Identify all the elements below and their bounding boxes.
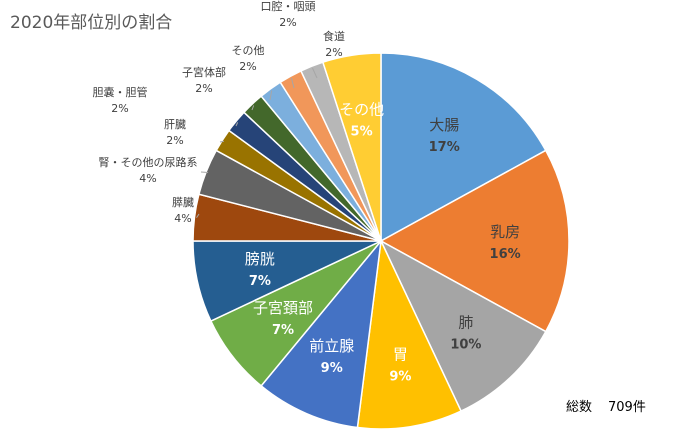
slice-percent-10: 2%: [111, 102, 128, 115]
slice-percent-12: 2%: [239, 60, 256, 73]
leader-lines: [196, 67, 318, 218]
pie-slice-2: [379, 239, 547, 413]
slice-label-12: その他: [232, 44, 265, 57]
leader-line-8: [200, 171, 209, 173]
leader-line-10: [235, 122, 239, 127]
slice-label-14: 食道: [323, 29, 345, 43]
slice-labels: 大腸 17% 乳房 16% 肺 10% 胃 9% 前立腺 9% 子宮頚部 7% 膀胱 7% 膵臓 4% 腎・その…: [93, 0, 521, 385]
slice-percent-14: 2%: [325, 46, 342, 59]
total-value: 709件: [608, 400, 646, 415]
pie-slice-15: [321, 52, 382, 242]
leader-line-14: [312, 67, 318, 79]
slice-percent-2: 10%: [450, 338, 481, 353]
slice-label-1: 乳房: [490, 223, 520, 241]
slice-percent-6: 7%: [249, 274, 271, 289]
slice-label-10: 胆嚢・胆管: [93, 85, 148, 99]
slice-percent-3: 9%: [389, 370, 411, 385]
pie-slices: [192, 52, 570, 430]
slice-label-9: 肝臓: [164, 118, 186, 131]
leader-line-12: [269, 90, 273, 101]
leader-line-9: [219, 140, 225, 143]
slice-label-6: 膀胱: [245, 250, 275, 268]
chart-title: 2020年部位別の割合: [10, 13, 173, 33]
slice-percent-4: 9%: [321, 361, 343, 376]
slice-percent-11: 2%: [195, 82, 212, 95]
slice-label-0: 大腸: [429, 116, 459, 134]
slice-percent-0: 17%: [429, 140, 460, 155]
slice-percent-8: 4%: [139, 172, 156, 185]
total-label: 総数: [566, 400, 593, 415]
pie-slice-3: [356, 238, 463, 430]
slice-percent-1: 16%: [490, 247, 521, 262]
slice-percent-15: 5%: [351, 124, 373, 139]
pie-slice-0: [380, 52, 547, 243]
total-count: 総数 709件: [566, 396, 646, 415]
slice-percent-7: 4%: [174, 212, 191, 225]
slice-percent-5: 7%: [272, 323, 294, 338]
leader-line-7: [196, 213, 200, 218]
slice-percent-13: 2%: [279, 16, 296, 29]
slice-label-7: 膵臓: [172, 196, 194, 209]
slice-label-2: 肺: [458, 314, 473, 332]
slice-percent-9: 2%: [166, 134, 183, 147]
slice-label-13: 口腔・咽頭: [261, 0, 316, 13]
pie-slice-1: [379, 149, 570, 333]
leader-line-13: [290, 77, 295, 89]
pie-slice-4: [260, 238, 383, 429]
slice-label-5: 子宮頚部: [253, 299, 313, 317]
slice-label-15: その他: [339, 100, 384, 118]
slice-label-3: 胃: [393, 346, 408, 364]
leader-line-11: [251, 105, 255, 111]
slice-label-4: 前立腺: [309, 337, 354, 355]
slice-label-8: 腎・その他の尿路系: [99, 156, 198, 169]
slice-label-11: 子宮体部: [182, 65, 226, 79]
